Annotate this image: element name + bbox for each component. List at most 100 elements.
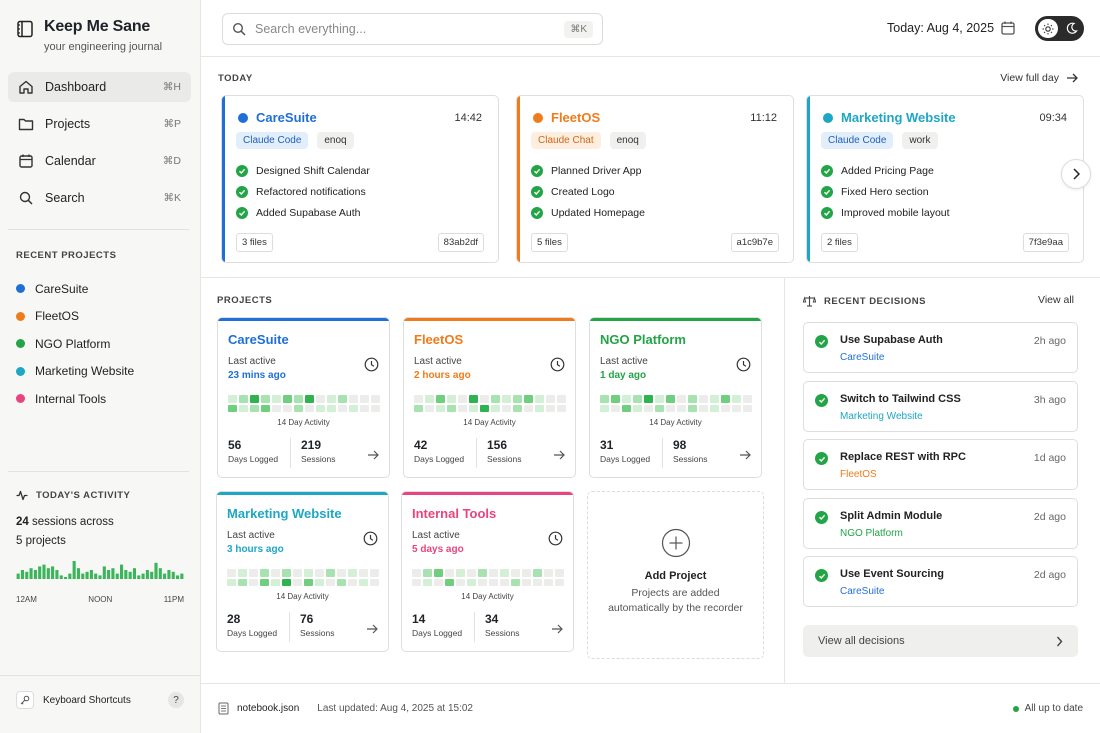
decision-card[interactable]: Switch to Tailwind CSS Marketing Website… bbox=[803, 380, 1078, 432]
activity-cell bbox=[445, 569, 454, 577]
activity-cell bbox=[249, 578, 258, 586]
nav-item-dashboard[interactable]: Dashboard ⌘H bbox=[8, 72, 191, 102]
files-count: 5 files bbox=[531, 233, 568, 252]
view-all-decisions-button[interactable]: View all decisions bbox=[803, 625, 1078, 657]
activity-cell bbox=[370, 569, 379, 577]
activity-cell bbox=[412, 578, 421, 586]
recent-project-item[interactable]: Marketing Website bbox=[16, 358, 186, 386]
project-card[interactable]: FleetOS Last active 2 hours ago 14 Day A… bbox=[403, 317, 576, 478]
theme-toggle[interactable] bbox=[1035, 16, 1084, 41]
decision-card[interactable]: Use Supabase Auth CareSuite 2h ago bbox=[803, 322, 1078, 373]
activity-cell bbox=[489, 569, 498, 577]
activity-cell bbox=[666, 395, 675, 403]
calendar-icon[interactable] bbox=[1000, 20, 1016, 36]
sessions-value: 98 bbox=[673, 438, 687, 452]
recent-projects: RECENT PROJECTS CareSuite FleetOS NGO Pl… bbox=[16, 250, 186, 413]
arrow-right-icon[interactable] bbox=[553, 450, 565, 460]
activity-cell bbox=[260, 578, 269, 586]
activity-cell bbox=[337, 569, 346, 577]
project-name: NGO Platform bbox=[600, 332, 686, 347]
today-card[interactable]: FleetOS 11:12 Claude Chat enoq Planned Dr… bbox=[516, 95, 794, 263]
view-all-link[interactable]: View all bbox=[1038, 294, 1074, 306]
workspace-tag: work bbox=[902, 132, 938, 149]
project-card[interactable]: CareSuite Last active 23 mins ago 14 Day… bbox=[217, 317, 390, 478]
activity-cell bbox=[535, 395, 544, 403]
decision-title: Use Supabase Auth bbox=[840, 334, 943, 346]
project-card[interactable]: NGO Platform Last active 1 day ago 14 Da… bbox=[589, 317, 762, 478]
today-card[interactable]: Marketing Website 09:34 Claude Code work … bbox=[806, 95, 1084, 263]
activity-cell bbox=[434, 578, 443, 586]
completed-item-text: Updated Homepage bbox=[551, 206, 645, 219]
tag-list: Claude Code enoq bbox=[236, 132, 363, 149]
activity-cell bbox=[360, 404, 369, 412]
arrow-right-icon[interactable] bbox=[551, 624, 563, 634]
nav-item-projects[interactable]: Projects ⌘P bbox=[8, 109, 191, 139]
activity-bar bbox=[171, 571, 175, 579]
top-bar: Search everything... ⌘K Today: Aug 4, 20… bbox=[201, 0, 1100, 57]
recent-projects-list: CareSuite FleetOS NGO Platform Marketing… bbox=[16, 275, 186, 413]
todays-activity: TODAY'S ACTIVITY 24 sessions across 5 pr… bbox=[16, 489, 186, 605]
chevron-right-icon bbox=[1073, 168, 1080, 180]
decision-project: CareSuite bbox=[840, 586, 885, 597]
activity-cell bbox=[469, 404, 478, 412]
activity-sessions-text: sessions across bbox=[32, 516, 114, 528]
project-card[interactable]: Internal Tools Last active 5 days ago 14… bbox=[401, 491, 574, 652]
add-project-card[interactable]: Add Project Projects are added automatic… bbox=[587, 491, 764, 659]
arrow-right-icon[interactable] bbox=[367, 450, 379, 460]
today-date: Today: Aug 4, 2025 bbox=[887, 21, 995, 35]
scale-icon bbox=[803, 296, 816, 307]
recent-project-item[interactable]: NGO Platform bbox=[16, 330, 186, 358]
search-input[interactable]: Search everything... ⌘K bbox=[222, 13, 603, 45]
activity-axis: 12AM NOON 11PM bbox=[16, 595, 184, 604]
help-button[interactable]: ? bbox=[168, 692, 184, 708]
last-active-label: Last active bbox=[414, 356, 462, 367]
activity-bar bbox=[132, 568, 137, 579]
last-active-label: Last active bbox=[227, 530, 275, 541]
files-count: 2 files bbox=[821, 233, 858, 252]
arrow-right-icon[interactable] bbox=[739, 450, 751, 460]
activity-bar bbox=[163, 573, 167, 579]
check-icon bbox=[815, 569, 828, 582]
recent-project-item[interactable]: FleetOS bbox=[16, 303, 186, 331]
completed-item-text: Designed Shift Calendar bbox=[256, 164, 370, 177]
activity-cell bbox=[480, 395, 489, 403]
nav-shortcut: ⌘K bbox=[163, 192, 181, 204]
project-color-dot bbox=[16, 394, 25, 404]
recent-project-item[interactable]: CareSuite bbox=[16, 275, 186, 303]
days-logged-value: 31 bbox=[600, 438, 614, 452]
activity-cell bbox=[677, 404, 686, 412]
activity-cell bbox=[500, 578, 509, 586]
activity-cell bbox=[414, 395, 423, 403]
completed-item-text: Fixed Hero section bbox=[841, 185, 929, 198]
decision-card[interactable]: Use Event Sourcing CareSuite 2d ago bbox=[803, 556, 1078, 607]
decision-card[interactable]: Split Admin Module NGO Platform 2d ago bbox=[803, 497, 1078, 549]
activity-bar bbox=[124, 570, 128, 579]
activity-bar bbox=[175, 575, 180, 579]
today-card[interactable]: CareSuite 14:42 Claude Code enoq Designed… bbox=[221, 95, 499, 263]
activity-cell bbox=[480, 404, 489, 412]
activity-cell bbox=[316, 404, 325, 412]
activity-cell bbox=[721, 404, 730, 412]
next-cards-button[interactable] bbox=[1061, 159, 1091, 189]
nav-item-search[interactable]: Search ⌘K bbox=[8, 183, 191, 213]
completed-item-text: Added Supabase Auth bbox=[256, 206, 361, 219]
today-card-project: FleetOS bbox=[551, 110, 601, 125]
activity-cell bbox=[666, 404, 675, 412]
view-full-day-link[interactable]: View full day bbox=[1000, 72, 1078, 84]
activity-cell bbox=[348, 578, 357, 586]
nav-item-calendar[interactable]: Calendar ⌘D bbox=[8, 146, 191, 176]
project-card[interactable]: Marketing Website Last active 3 hours ag… bbox=[216, 491, 389, 652]
projects-label: PROJECTS bbox=[217, 295, 273, 306]
arrow-right-icon[interactable] bbox=[366, 624, 378, 634]
nav-label: Dashboard bbox=[45, 80, 107, 94]
activity-cell bbox=[360, 395, 369, 403]
recent-project-item[interactable]: Internal Tools bbox=[16, 385, 186, 413]
keyboard-shortcuts-link[interactable]: Keyboard Shortcuts ? bbox=[16, 691, 184, 709]
recent-decisions-section: RECENT DECISIONS View all Use Supabase A… bbox=[786, 278, 1100, 683]
decision-card[interactable]: Replace REST with RPC FleetOS 1d ago bbox=[803, 439, 1078, 490]
activity-cell bbox=[434, 569, 443, 577]
commit-hash: a1c9b7e bbox=[730, 233, 779, 252]
activity-cell bbox=[305, 395, 314, 403]
activity-bar bbox=[76, 568, 81, 579]
activity-cell bbox=[349, 404, 358, 412]
